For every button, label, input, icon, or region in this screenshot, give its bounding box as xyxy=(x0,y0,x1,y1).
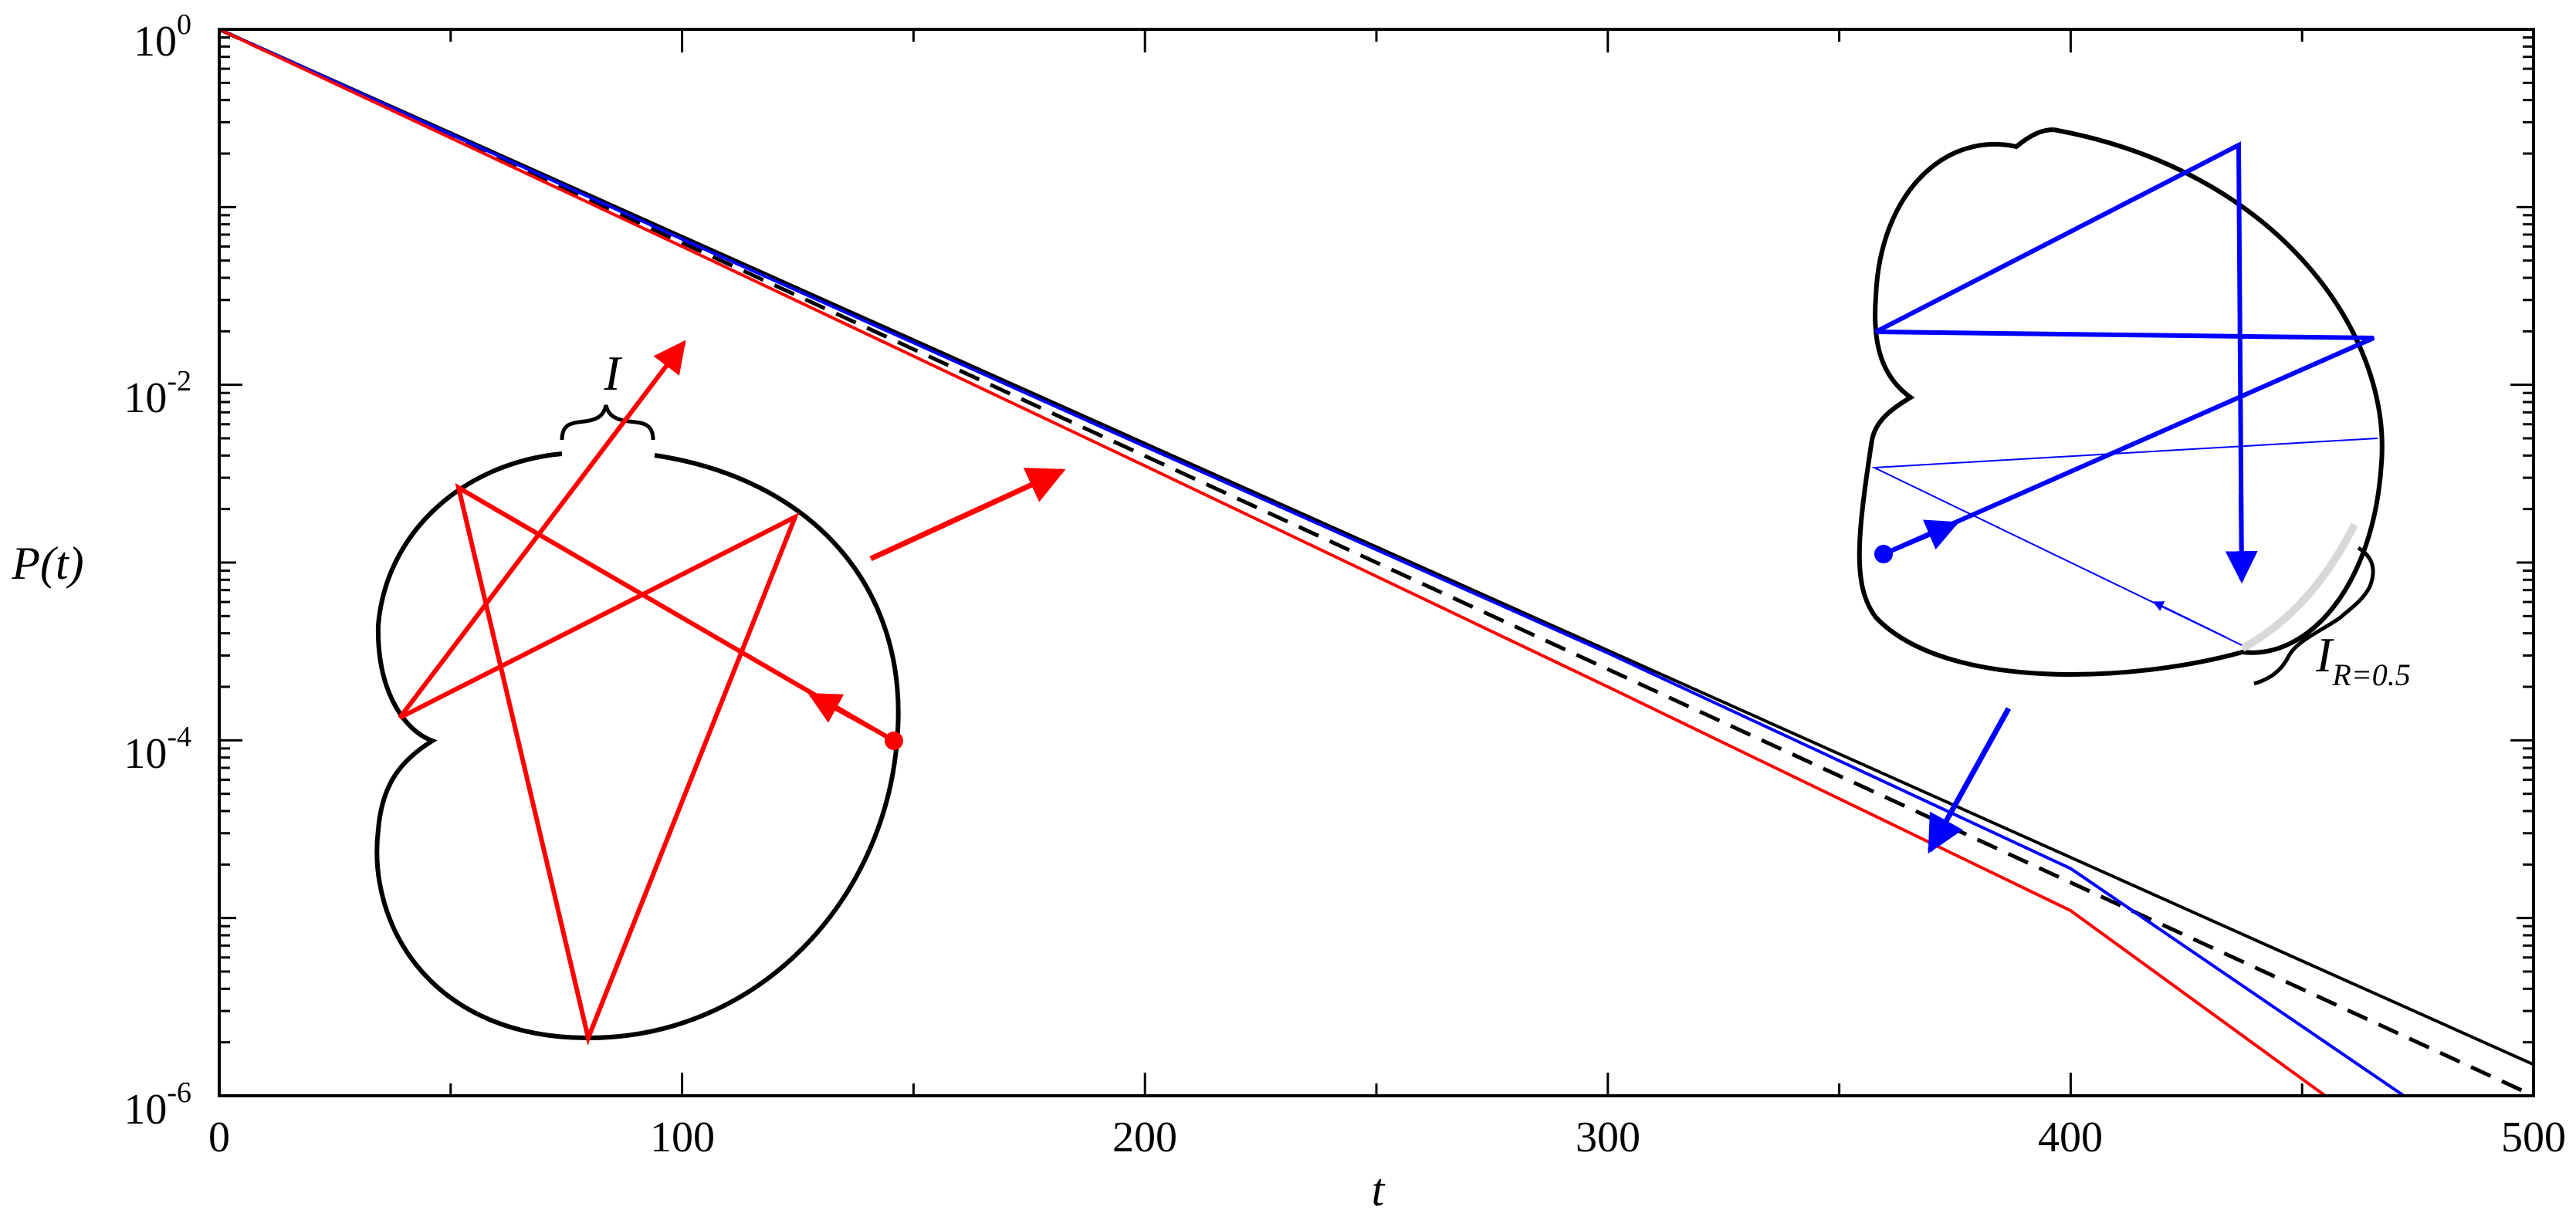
series-line-0 xyxy=(218,28,2534,1066)
left-start-point xyxy=(885,732,903,750)
y-tick-label: 100 xyxy=(134,8,191,66)
x-tick-label: 200 xyxy=(1112,1114,1177,1161)
right-pointer-arrow xyxy=(1927,707,2012,854)
y-tick-label: 10-6 xyxy=(124,1076,191,1134)
left-pointer-arrow xyxy=(869,468,1066,562)
right-gray-arc xyxy=(2240,522,2358,652)
left-trajectory xyxy=(398,340,895,1046)
series-line-3 xyxy=(218,28,2327,1097)
x-tick-label: 300 xyxy=(1576,1114,1640,1161)
series-layer xyxy=(218,27,2535,1098)
series-line-2 xyxy=(218,28,2405,1097)
x-tick-label: 100 xyxy=(650,1114,715,1161)
right-inset: IR=0.5 xyxy=(1857,127,2411,854)
right-trajectory-arrow-1 xyxy=(1882,519,1959,556)
right-trajectory-arrow-2 xyxy=(2225,493,2258,584)
left-brace xyxy=(560,404,655,441)
left-billiard-boundary xyxy=(374,451,901,1041)
left-inset-label: I xyxy=(603,346,622,401)
series-line-1 xyxy=(218,27,2535,1098)
left-trajectory-arrow xyxy=(807,692,874,731)
right-start-point xyxy=(1874,545,1893,563)
right-trajectory-arrow-3 xyxy=(2152,601,2227,638)
right-inset-label: IR=0.5 xyxy=(2315,627,2411,692)
y-tick-label: 10-4 xyxy=(124,721,191,778)
x-axis-label: t xyxy=(1372,1164,1386,1210)
ticks-layer xyxy=(218,28,2535,1097)
y-axis-label: P(t) xyxy=(11,538,83,589)
right-trajectory-thick xyxy=(1874,141,2375,580)
right-brace xyxy=(2253,546,2375,686)
x-tick-label: 500 xyxy=(2501,1114,2566,1161)
y-tick-labels: 100 10-2 10-4 10-6 xyxy=(124,8,191,1134)
right-billiard-boundary xyxy=(1857,127,2385,677)
right-trajectory-thin xyxy=(1871,438,2378,646)
x-tick-label: 0 xyxy=(208,1114,230,1161)
left-inset: I xyxy=(374,340,1066,1046)
y-tick-label: 10-2 xyxy=(124,365,191,422)
x-tick-labels: 0 100 200 300 400 500 xyxy=(208,1114,2566,1161)
x-tick-label: 400 xyxy=(2038,1114,2103,1161)
